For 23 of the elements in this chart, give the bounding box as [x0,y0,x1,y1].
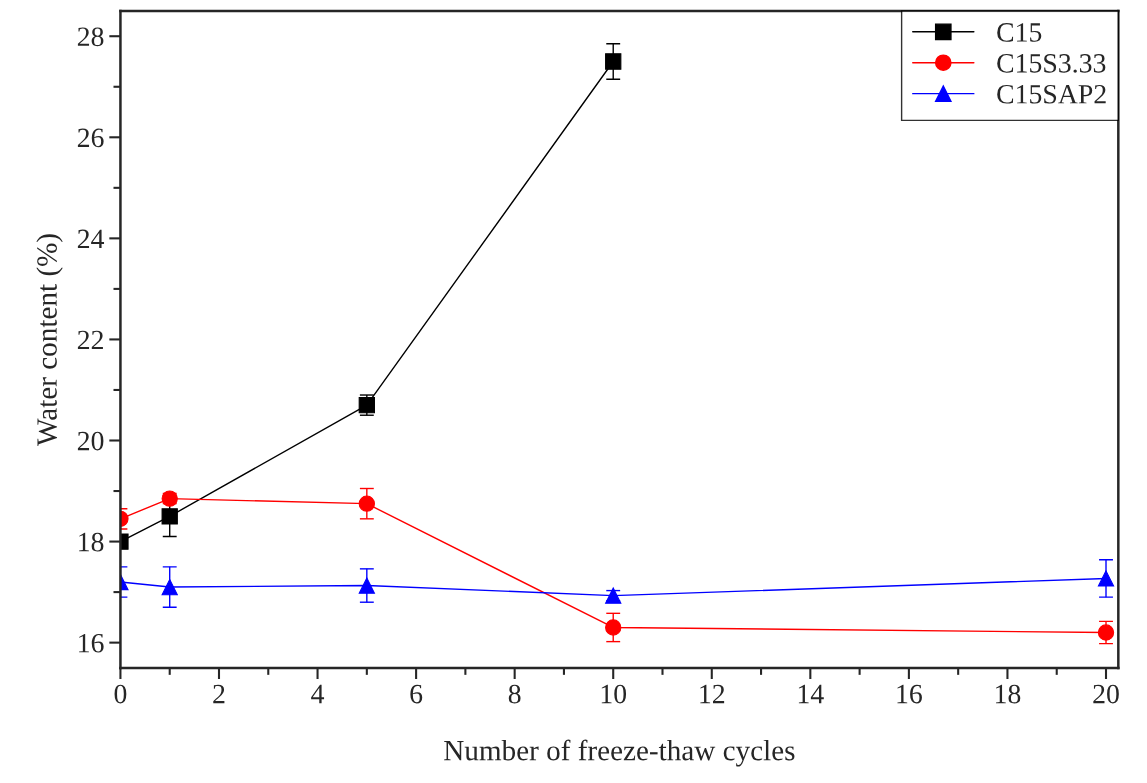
x-tick-label: 6 [410,684,423,704]
x-tick-label: 0 [114,684,127,704]
x-tick-label: 10 [601,684,627,704]
legend-label: C15S3.33 [997,54,1106,73]
x-tick-label: 4 [311,684,325,704]
x-tick-label: 14 [798,684,824,704]
y-tick-label: 22 [77,330,103,350]
legend-label: C15SAP2 [997,84,1106,104]
y-tick-label: 28 [77,27,104,47]
x-tick-label: 8 [508,684,521,704]
y-tick-label: 26 [77,128,104,148]
y-tick-label: 18 [79,532,104,552]
x-tick-label: 12 [700,684,725,704]
y-tick-label: 24 [77,229,105,248]
y-tick-label: 16 [79,633,104,653]
x-tick-label: 16 [897,684,922,704]
x-tick-label: 18 [996,684,1021,704]
legend-label: C15 [997,23,1042,42]
x-tick-label: 2 [213,684,225,704]
x-tick-label: 20 [1093,684,1119,704]
x-axis-title: Number of freeze-thaw cycles [444,739,795,767]
y-axis-title: Water content (%) [36,234,63,446]
y-tick-label: 20 [77,431,104,451]
